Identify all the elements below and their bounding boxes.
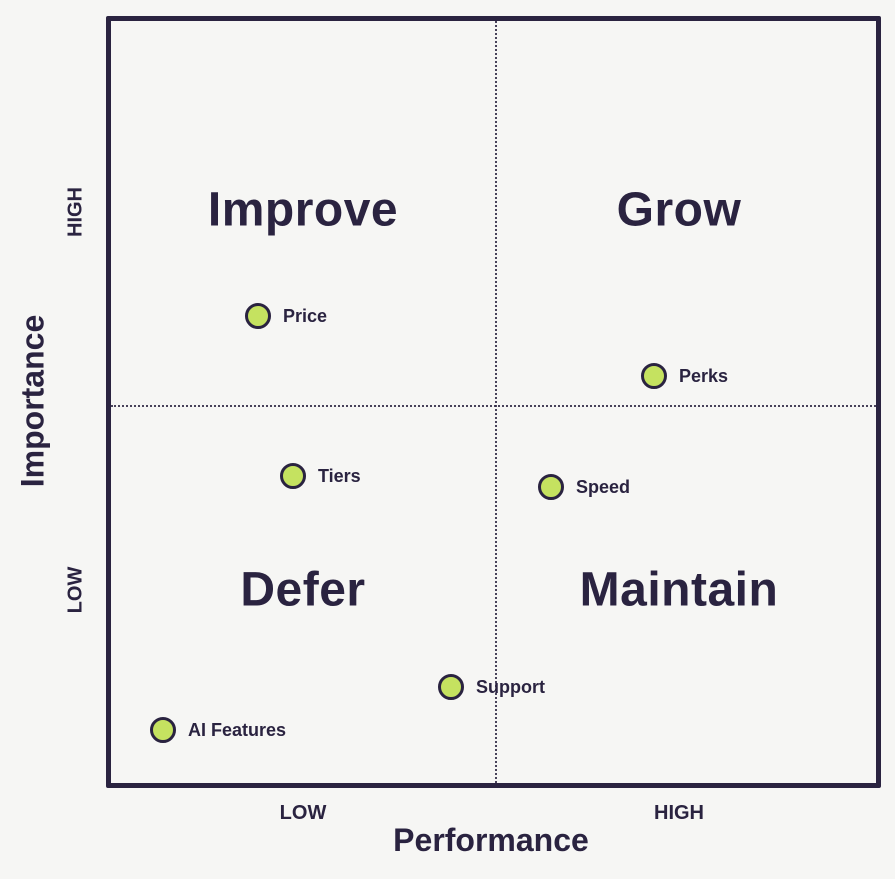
point-marker bbox=[538, 474, 564, 500]
y-tick-high: HIGH bbox=[64, 187, 87, 237]
data-point[interactable]: Price bbox=[245, 303, 327, 329]
quadrant-maintain: Maintain bbox=[579, 563, 779, 617]
quadrant-grow: Grow bbox=[616, 183, 742, 237]
point-marker bbox=[280, 463, 306, 489]
chart-frame bbox=[106, 16, 881, 788]
x-axis-label: Performance bbox=[393, 822, 589, 858]
data-point[interactable]: Support bbox=[438, 674, 545, 700]
point-marker bbox=[438, 674, 464, 700]
point-label: AI Features bbox=[188, 719, 287, 740]
point-marker bbox=[150, 717, 176, 743]
point-marker bbox=[641, 363, 667, 389]
horizontal-divider bbox=[111, 405, 876, 407]
point-label: Speed bbox=[576, 476, 631, 497]
point-label: Support bbox=[476, 676, 545, 697]
data-point[interactable]: Tiers bbox=[280, 463, 361, 489]
point-label: Price bbox=[283, 305, 328, 326]
x-tick-high: HIGH bbox=[654, 802, 704, 824]
point-marker bbox=[245, 303, 271, 329]
x-tick-low: LOW bbox=[279, 802, 327, 824]
point-label: Perks bbox=[679, 365, 729, 386]
quadrant-defer: Defer bbox=[240, 563, 366, 617]
quadrant-improve: Improve bbox=[207, 183, 399, 237]
vertical-divider bbox=[495, 21, 497, 783]
y-axis-label: Importance bbox=[14, 314, 51, 488]
data-point[interactable]: Speed bbox=[538, 474, 630, 500]
data-point[interactable]: Perks bbox=[641, 363, 728, 389]
y-tick-low: LOW bbox=[64, 566, 87, 614]
data-point[interactable]: AI Features bbox=[150, 717, 286, 743]
point-label: Tiers bbox=[318, 465, 361, 486]
